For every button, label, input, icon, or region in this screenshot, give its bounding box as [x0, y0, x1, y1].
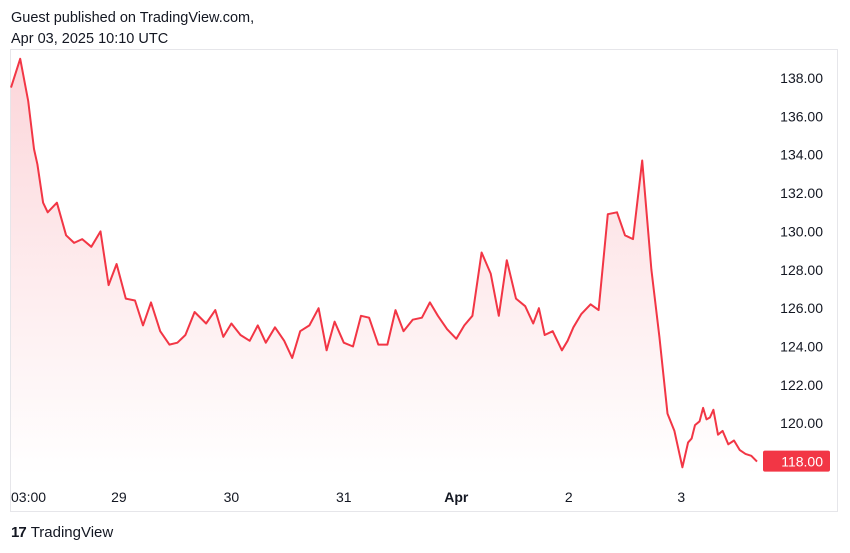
x-tick-label: 3	[677, 489, 685, 505]
y-tick-label: 130.00	[780, 223, 823, 239]
x-tick-label: 29	[111, 489, 127, 505]
y-tick-label: 124.00	[780, 339, 823, 355]
x-tick-label: Apr	[444, 489, 469, 505]
y-tick-label: 128.00	[780, 262, 823, 278]
publish-timestamp: Apr 03, 2025 10:10 UTC	[11, 31, 169, 47]
y-tick-label: 122.00	[780, 377, 823, 393]
y-tick-label: 132.00	[780, 185, 823, 201]
tradingview-branding[interactable]: 17 TradingView	[11, 524, 113, 541]
x-tick-label: 30	[224, 489, 240, 505]
y-tick-label: 134.00	[780, 147, 823, 163]
publish-line: Guest published on TradingView.com,	[11, 10, 255, 26]
price-area-fill	[11, 58, 757, 476]
x-tick-label: 31	[336, 489, 352, 505]
brand-name: TradingView	[30, 524, 114, 541]
y-tick-label: 120.00	[780, 415, 823, 431]
price-line	[10, 57, 758, 469]
y-tick-label: 126.00	[780, 300, 823, 316]
publish-info: Guest published on TradingView.com, Apr …	[11, 8, 254, 50]
last-price-label: 118.00	[781, 454, 823, 470]
y-tick-label: 138.00	[780, 70, 823, 86]
x-tick-label: 03:00	[11, 489, 46, 505]
x-tick-label: 2	[565, 489, 573, 505]
y-tick-label: 136.00	[780, 108, 823, 124]
last-price-badge	[763, 450, 830, 472]
chart-frame	[10, 49, 838, 512]
tradingview-logo-icon: 17	[11, 524, 27, 541]
